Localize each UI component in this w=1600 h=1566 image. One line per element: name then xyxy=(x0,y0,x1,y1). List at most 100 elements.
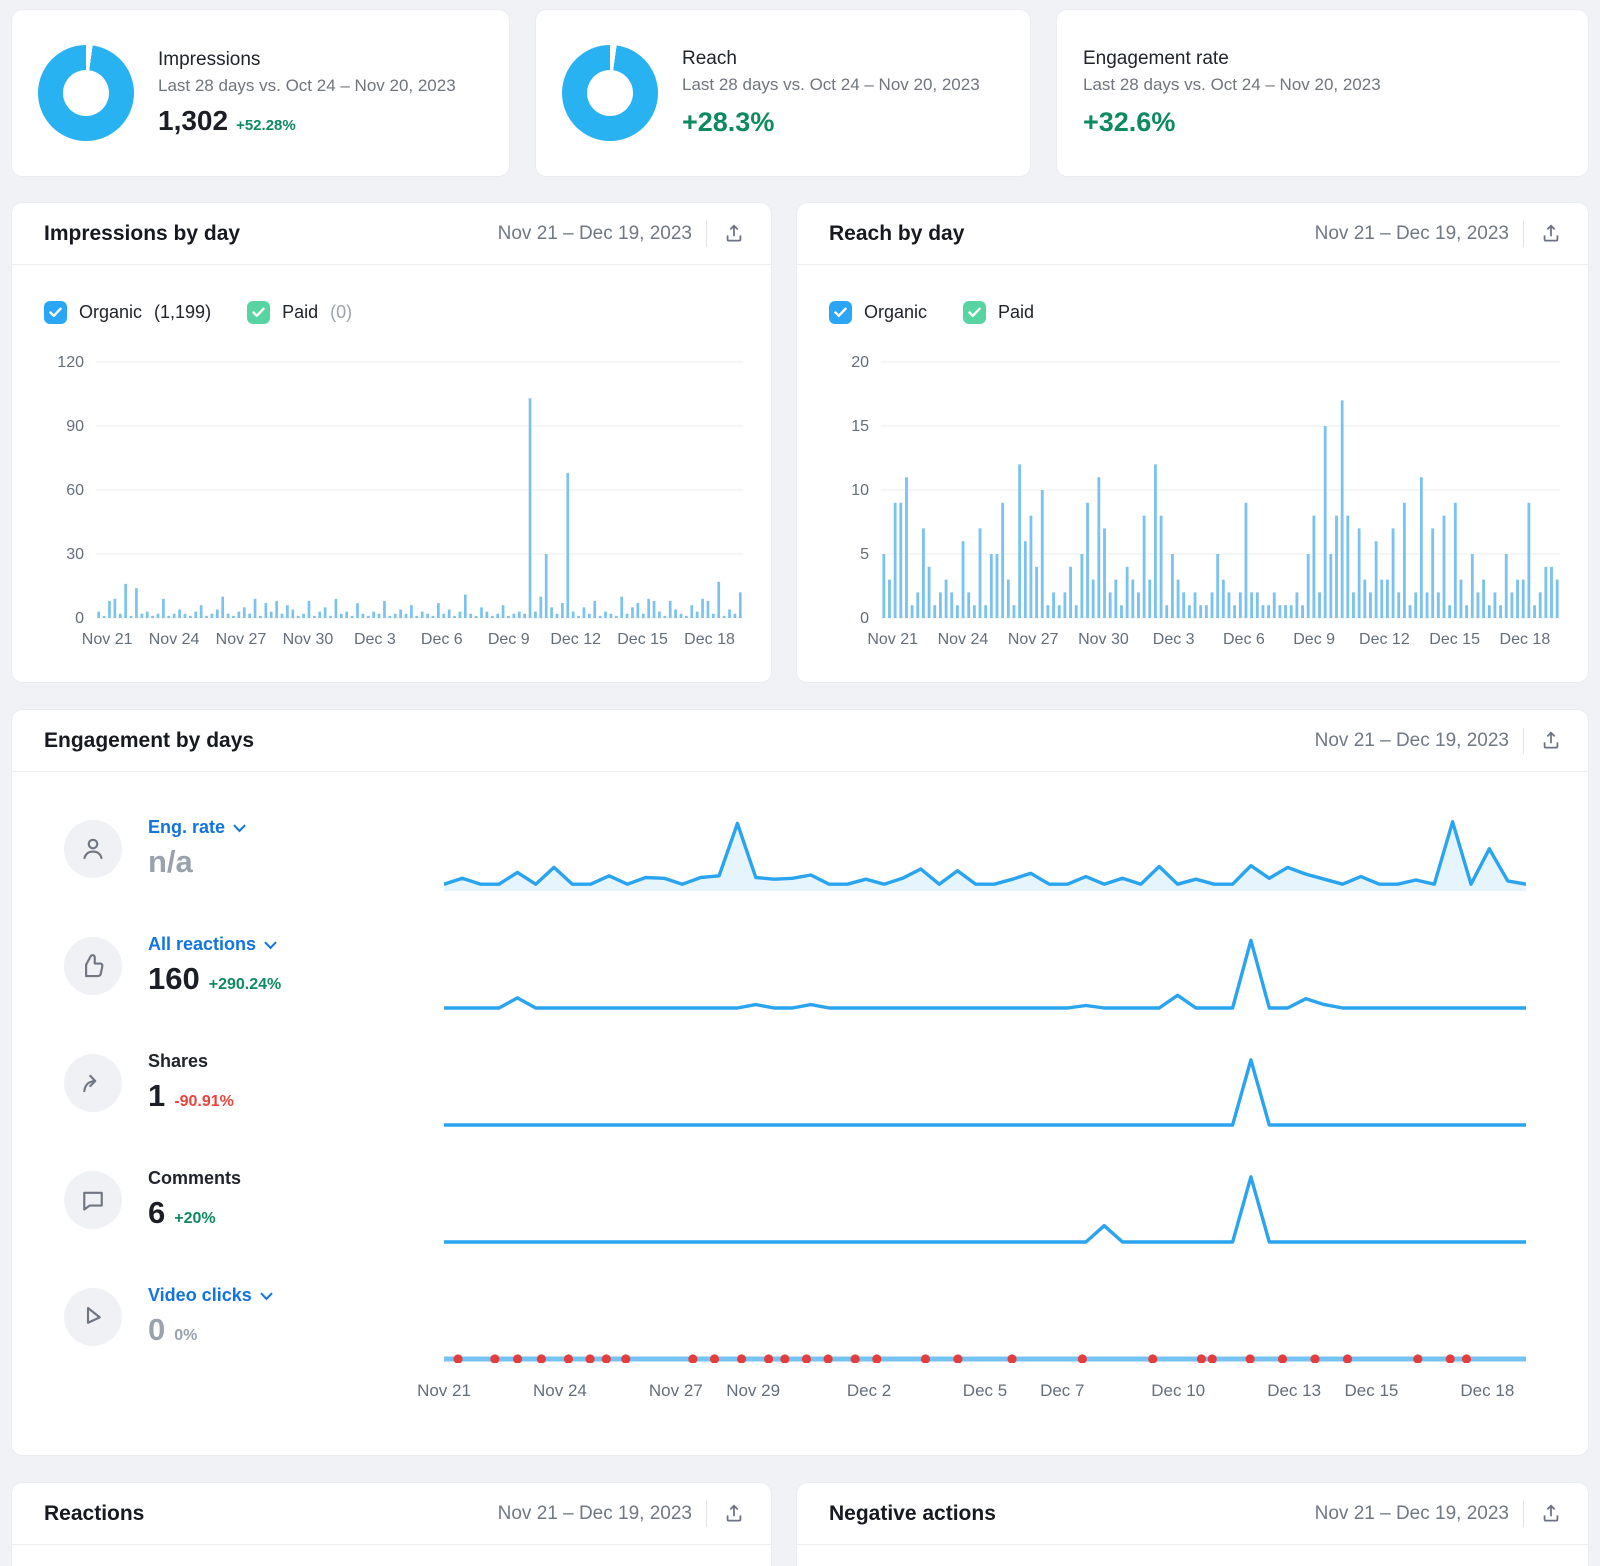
comments-sparkline xyxy=(442,1160,1528,1246)
axis-label: Nov 27 xyxy=(648,1381,703,1400)
svg-text:60: 60 xyxy=(66,482,84,499)
legend-organic-checkbox[interactable]: Organic (1,199) xyxy=(44,301,211,324)
comment-icon xyxy=(64,1170,122,1229)
svg-text:Dec 15: Dec 15 xyxy=(617,631,668,648)
all-reactions-value: 160 xyxy=(148,961,200,996)
export-button[interactable] xyxy=(721,221,747,247)
checkbox-checked-icon xyxy=(963,301,987,324)
svg-text:Nov 30: Nov 30 xyxy=(1078,631,1129,648)
thumbs-up-icon xyxy=(64,936,122,995)
comments-label: Comments xyxy=(148,1168,242,1188)
legend-label: Paid xyxy=(282,302,319,322)
svg-text:Nov 27: Nov 27 xyxy=(1008,631,1059,648)
video-clicks-sparkline xyxy=(441,1277,1529,1364)
shares-value: 1 xyxy=(148,1078,166,1113)
svg-text:Dec 18: Dec 18 xyxy=(1500,631,1551,648)
svg-text:Dec 3: Dec 3 xyxy=(1153,631,1195,648)
impressions-bar-chart: 0 30 60 90 120 Nov 21 Nov 24 Nov 27 Nov 30 Dec 3 D… xyxy=(30,352,749,652)
axis-label: Dec 2 xyxy=(846,1381,892,1400)
eng-rate-sparkline xyxy=(442,809,1528,895)
date-range: Nov 21 – Dec 19, 2023 xyxy=(1314,729,1509,751)
engagement-x-axis: Nov 21 Nov 24 Nov 27 Nov 29 Dec 2 Dec 5 Dec 7 D… xyxy=(417,1375,1526,1415)
date-range: Nov 21 – Dec 19, 2023 xyxy=(497,222,692,244)
divider xyxy=(1523,220,1524,247)
card-subtitle: Last 28 days vs. Oct 24 – Nov 20, 2023 xyxy=(1083,75,1381,95)
svg-text:Nov 21: Nov 21 xyxy=(867,631,918,648)
export-icon xyxy=(726,224,742,241)
svg-text:Nov 27: Nov 27 xyxy=(216,631,267,648)
comments-delta: +20% xyxy=(174,1210,216,1227)
svg-text:120: 120 xyxy=(57,354,84,371)
section-title: Engagement by days xyxy=(44,728,255,752)
checkbox-checked-icon xyxy=(44,301,67,324)
divider xyxy=(706,220,707,247)
svg-text:0: 0 xyxy=(75,610,84,627)
reach-delta: +28.3% xyxy=(682,106,775,137)
svg-text:30: 30 xyxy=(66,546,84,563)
card-title: Engagement rate xyxy=(1083,48,1229,70)
reach-by-day-card: Reach by day Nov 21 – Dec 19, 2023 xyxy=(797,203,1588,682)
svg-text:Dec 3: Dec 3 xyxy=(354,631,396,648)
svg-text:Dec 18: Dec 18 xyxy=(684,631,735,648)
shares-label: Shares xyxy=(148,1051,209,1071)
axis-label: Dec 10 xyxy=(1151,1381,1206,1400)
legend-organic-checkbox[interactable]: Organic xyxy=(829,301,927,324)
axis-label: Nov 24 xyxy=(532,1381,587,1400)
export-button[interactable] xyxy=(721,1501,747,1527)
export-button[interactable] xyxy=(1538,728,1564,754)
svg-text:Nov 21: Nov 21 xyxy=(82,631,133,648)
axis-label: Nov 29 xyxy=(726,1381,781,1400)
svg-text:Nov 24: Nov 24 xyxy=(938,631,989,648)
section-title: Reach by day xyxy=(829,221,965,245)
shares-row: Shares 1 -90.91% xyxy=(12,1024,1588,1141)
export-button[interactable] xyxy=(1538,221,1564,247)
checkbox-checked-icon xyxy=(247,301,271,324)
divider xyxy=(1523,1500,1524,1527)
divider xyxy=(706,1500,707,1527)
card-subtitle: Last 28 days vs. Oct 24 – Nov 20, 2023 xyxy=(682,75,980,95)
engagement-by-days-card: Engagement by days Nov 21 – Dec 19, 2023 xyxy=(12,710,1588,1455)
all-reactions-sparkline xyxy=(442,926,1528,1012)
legend-label: Paid xyxy=(998,302,1035,322)
svg-text:10: 10 xyxy=(851,482,869,499)
section-title: Reactions xyxy=(44,1501,145,1525)
impressions-by-day-card: Impressions by day Nov 21 – Dec 19, 2023 xyxy=(12,203,771,682)
checkbox-checked-icon xyxy=(829,301,852,324)
export-icon xyxy=(1543,731,1559,748)
all-reactions-row: All reactions 160 +290.24% xyxy=(12,907,1588,1024)
eng-rate-row: Eng. rate n/a xyxy=(12,790,1588,907)
engagement-rate-delta: +32.6% xyxy=(1083,106,1176,137)
legend-paid-checkbox[interactable]: Paid xyxy=(963,301,1034,324)
metric-selector-video-clicks[interactable]: Video clicks xyxy=(148,1285,416,1306)
card-title: Reach xyxy=(682,48,737,70)
axis-label: Dec 15 xyxy=(1344,1381,1399,1400)
reactions-card: Reactions Nov 21 – Dec 19, 2023 xyxy=(12,1483,771,1566)
svg-text:Dec 9: Dec 9 xyxy=(488,631,530,648)
metric-selector-all-reactions[interactable]: All reactions xyxy=(148,934,416,955)
card-title: Impressions xyxy=(158,48,261,70)
svg-text:Dec 6: Dec 6 xyxy=(421,631,463,648)
reach-donut-chart xyxy=(562,45,658,141)
chevron-down-icon xyxy=(260,1292,273,1301)
axis-label: Dec 5 xyxy=(962,1381,1008,1400)
axis-label: Dec 18 xyxy=(1460,1381,1515,1400)
legend-paid-checkbox[interactable]: Paid (0) xyxy=(247,301,352,324)
comments-row: Comments 6 +20% xyxy=(12,1141,1588,1258)
metric-selector-eng-rate[interactable]: Eng. rate xyxy=(148,817,416,838)
shares-sparkline xyxy=(442,1043,1528,1129)
divider xyxy=(1523,727,1524,754)
date-range: Nov 21 – Dec 19, 2023 xyxy=(1314,222,1509,244)
section-title: Negative actions xyxy=(829,1501,996,1525)
legend-label: Organic xyxy=(864,302,928,322)
reach-summary-card: Reach Last 28 days vs. Oct 24 – Nov 20, … xyxy=(536,10,1030,176)
export-button[interactable] xyxy=(1538,1501,1564,1527)
svg-text:Dec 9: Dec 9 xyxy=(1293,631,1335,648)
svg-text:0: 0 xyxy=(860,610,869,627)
section-title: Impressions by day xyxy=(44,221,241,245)
export-icon xyxy=(1543,1504,1559,1521)
svg-text:Nov 24: Nov 24 xyxy=(149,631,200,648)
impressions-donut-chart xyxy=(38,45,134,141)
svg-text:20: 20 xyxy=(851,354,869,371)
card-subtitle: Last 28 days vs. Oct 24 – Nov 20, 2023 xyxy=(158,75,456,95)
impressions-delta: +52.28% xyxy=(236,117,296,135)
